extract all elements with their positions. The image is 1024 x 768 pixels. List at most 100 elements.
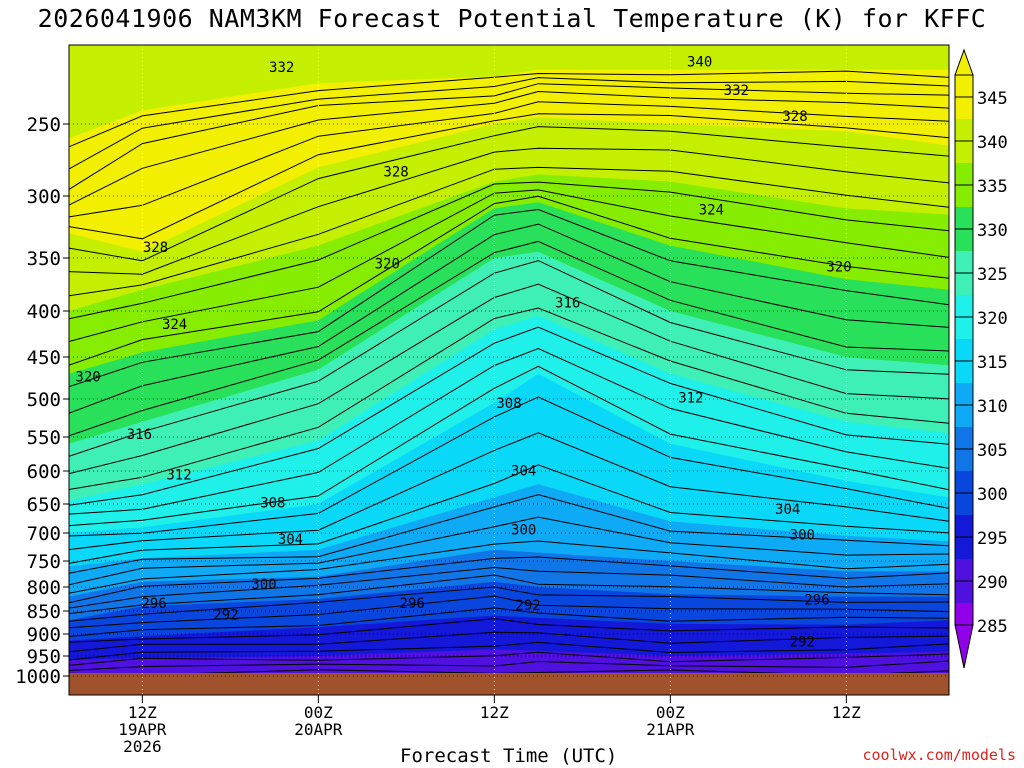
contour-label: 296 <box>400 596 425 612</box>
theta-contour <box>69 566 949 609</box>
ground-surface <box>69 673 949 695</box>
contour-label: 320 <box>826 259 851 275</box>
theta-contour <box>69 166 949 297</box>
theta-contour <box>69 540 949 594</box>
theta-contour <box>69 126 949 262</box>
colorbar-swatch <box>955 603 973 625</box>
contour-label: 332 <box>269 60 294 76</box>
contour-label: 320 <box>375 256 400 272</box>
x-tick-label: 12Z <box>480 703 509 722</box>
colorbar-label: 290 <box>977 573 1008 593</box>
theta-contour <box>69 494 949 574</box>
contour-label: 324 <box>162 317 187 333</box>
theta-contour <box>69 574 949 615</box>
x-tick-label: 00Z <box>656 703 685 722</box>
contour-label: 304 <box>278 532 303 548</box>
contour-label: 320 <box>75 369 100 385</box>
colorbar-label: 310 <box>977 397 1008 417</box>
grid-lines <box>69 45 949 695</box>
y-tick-label: 500 <box>27 389 61 411</box>
contour-label: 312 <box>678 390 703 406</box>
contour-label: 308 <box>496 396 521 412</box>
x-tick-label: 00Z <box>304 703 333 722</box>
y-tick-label: 600 <box>27 461 61 483</box>
theta-contour <box>69 77 949 170</box>
contour-label: 340 <box>687 54 712 70</box>
colorbar-label: 345 <box>977 89 1008 109</box>
theta-contour <box>69 432 949 551</box>
x-tick-label: 19APR <box>118 720 167 739</box>
contour-label: 296 <box>141 596 166 612</box>
colorbar-top-arrow <box>954 48 974 76</box>
contour-label: 328 <box>782 109 807 125</box>
theta-contour <box>69 516 949 586</box>
colorbar-label: 335 <box>977 177 1008 197</box>
colorbar: 345 340 335 330 325 320 315 310 305 300 295 290 285 <box>954 48 1008 669</box>
y-tick-label: 400 <box>27 301 61 323</box>
theta-contour <box>69 618 949 643</box>
theta-contour <box>69 396 949 537</box>
contour-label: 328 <box>143 240 168 256</box>
theta-contour <box>69 189 949 342</box>
y-tick-label: 450 <box>27 347 61 369</box>
plot-frame <box>68 44 950 696</box>
theta-contour <box>69 208 949 388</box>
contour-label: 312 <box>166 467 191 483</box>
contour-label: 304 <box>775 502 800 518</box>
theta-contour <box>69 631 949 653</box>
theta-contour <box>69 464 949 564</box>
theta-contour <box>69 181 949 320</box>
colorbar-label: 315 <box>977 353 1008 373</box>
y-tick-label: 1000 <box>15 666 61 688</box>
y-tick-label: 250 <box>27 114 61 136</box>
y-tick-label: 550 <box>27 427 61 449</box>
colorbar-bottom-arrow <box>954 624 974 669</box>
colorbar-label: 285 <box>977 617 1008 637</box>
y-tick-label: 850 <box>27 601 61 623</box>
theta-contour <box>69 70 949 148</box>
contour-label: 296 <box>804 592 829 608</box>
contour-label: 292 <box>790 634 815 650</box>
contour-label: 300 <box>511 523 536 539</box>
contour-label: 308 <box>260 496 285 512</box>
colorbar-label: 330 <box>977 221 1008 241</box>
y-tick-label: 750 <box>27 551 61 573</box>
theta-contour <box>69 347 949 515</box>
x-tick-label: 2026 <box>123 737 162 756</box>
theta-contour <box>69 607 949 637</box>
y-tick-label: 300 <box>27 186 61 208</box>
contour-label: 316 <box>127 427 152 443</box>
contour-label: 316 <box>555 296 580 312</box>
theta-contour <box>69 147 949 275</box>
y-tick-label: 950 <box>27 646 61 668</box>
theta-contour <box>69 83 949 190</box>
contour-labels: 340 332 332 328 328 324 328 320 320 316 324 320 312 3… <box>75 54 851 650</box>
theta-contour <box>69 660 949 671</box>
theta-contour <box>69 651 949 666</box>
contour-label: 292 <box>515 598 540 614</box>
pressure-axis: 2503003504004505005506006507007508008509… <box>15 114 69 688</box>
colorbar-label: 320 <box>977 309 1008 329</box>
colorbar-label: 325 <box>977 265 1008 285</box>
site-credit: coolwx.com/models <box>862 746 1016 764</box>
contour-label: 332 <box>724 83 749 99</box>
chart-title: 2026041906 NAM3KM Forecast Potential Tem… <box>37 4 987 33</box>
colorbar-label: 340 <box>977 133 1008 153</box>
theta-contour <box>69 283 949 475</box>
theta-contour <box>69 307 949 490</box>
colorbar-label: 305 <box>977 441 1008 461</box>
theta-contour <box>69 195 949 366</box>
y-tick-label: 650 <box>27 494 61 516</box>
theta-contour <box>69 365 949 527</box>
colorbar-label: 295 <box>977 529 1008 549</box>
contour-label: 300 <box>251 577 276 593</box>
x-tick-label: 20APR <box>294 720 343 739</box>
contour-label: 324 <box>699 203 724 219</box>
contour-label: 300 <box>790 528 815 544</box>
theta-contour <box>69 113 949 240</box>
contour-label: 328 <box>383 165 408 181</box>
theta-contour-lines <box>69 70 949 676</box>
y-tick-label: 800 <box>27 577 61 599</box>
contour-label: 292 <box>213 608 238 624</box>
